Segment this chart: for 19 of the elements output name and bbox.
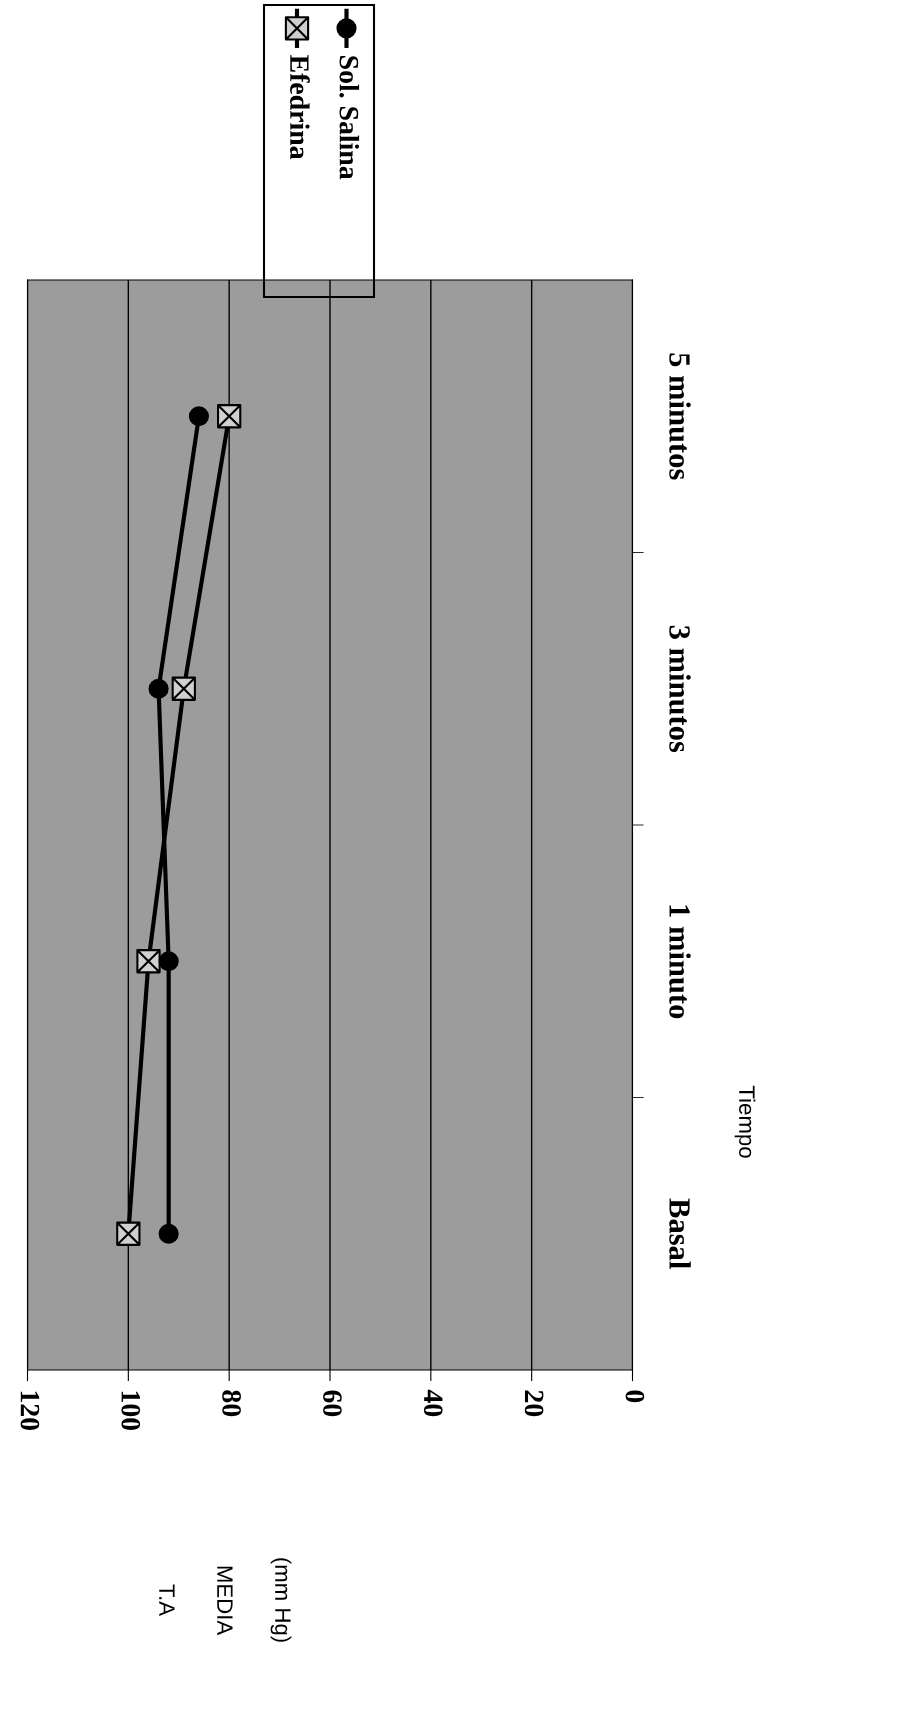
x-tick-label: 100 bbox=[121, 1391, 141, 1431]
point bbox=[148, 678, 169, 699]
y-tick-label: 3 minutos bbox=[669, 625, 691, 753]
point bbox=[158, 1223, 179, 1244]
x-tick-label: 80 bbox=[222, 1390, 241, 1417]
legend-label: Sol. Salina bbox=[339, 56, 360, 180]
point bbox=[158, 951, 179, 972]
legend-label: Efedrina bbox=[290, 55, 310, 160]
x-tick-label: 60 bbox=[323, 1390, 342, 1417]
y-tick-label: 5 minutos bbox=[669, 353, 691, 480]
x-tick-label: 20 bbox=[524, 1390, 544, 1417]
text: T.A MEDIA (mm Hg) bbox=[159, 1558, 292, 1642]
x-tick-label: 40 bbox=[423, 1389, 443, 1417]
point bbox=[188, 406, 209, 427]
x-tick-label: 0 bbox=[625, 1390, 645, 1403]
x-tick-label: 120 bbox=[20, 1391, 40, 1431]
y-tick-label: 1 minuto bbox=[669, 905, 691, 1019]
y-tick-label: Basal bbox=[669, 1198, 691, 1269]
y-axis-title: Tiempo bbox=[734, 1085, 756, 1158]
